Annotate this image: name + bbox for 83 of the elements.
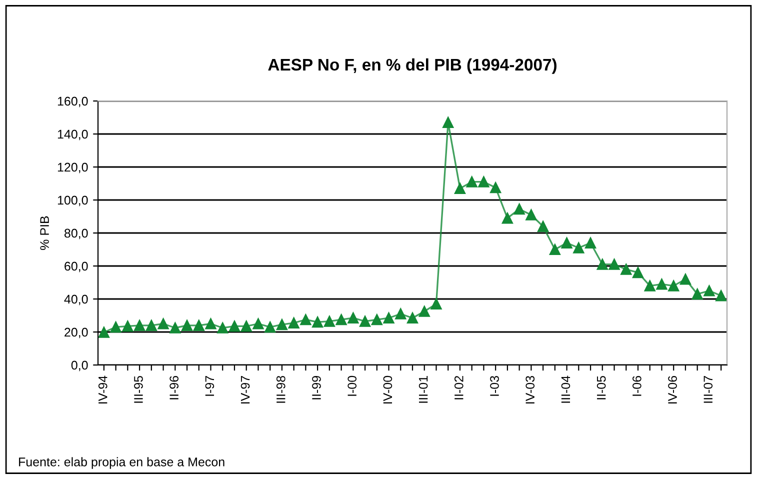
point <box>348 312 359 324</box>
point <box>146 320 157 331</box>
point <box>716 290 727 302</box>
point <box>418 306 430 317</box>
y-tick-label: 60,0 <box>64 262 88 272</box>
point <box>561 237 572 248</box>
point <box>537 220 549 232</box>
point <box>359 316 371 327</box>
chart-title: AESP No F, en % del PIB (1994-2007) <box>268 58 556 74</box>
x-tick-label: I-00 <box>348 376 357 396</box>
point <box>466 176 478 188</box>
point <box>336 314 347 326</box>
point <box>668 280 680 292</box>
y-tick-label: 40,0 <box>64 294 88 306</box>
point <box>478 176 490 188</box>
y-tick-label: 120,0 <box>58 162 88 174</box>
x-tick-label: I-97 <box>205 376 214 396</box>
point <box>514 204 525 215</box>
point <box>526 209 537 220</box>
point <box>205 318 216 330</box>
x-tick-label: I-03 <box>490 376 499 396</box>
point <box>312 316 324 328</box>
point <box>134 320 146 331</box>
x-tick-label: II-02 <box>454 376 464 400</box>
y-tick-label: 100,0 <box>58 196 88 206</box>
point <box>430 298 442 310</box>
x-tick-label: III-01 <box>418 376 428 403</box>
point <box>122 320 134 332</box>
point <box>502 212 513 224</box>
point <box>383 312 394 324</box>
point <box>110 321 122 333</box>
x-tick-label: II-96 <box>170 376 178 400</box>
x-tick-label: II-99 <box>312 376 321 400</box>
x-tick-label: IV-94 <box>98 376 108 404</box>
point <box>240 320 252 332</box>
point <box>442 116 454 128</box>
point <box>276 319 288 330</box>
point <box>288 317 300 328</box>
point <box>549 244 560 256</box>
point <box>264 321 276 333</box>
x-tick-label: III-98 <box>276 376 286 403</box>
point <box>217 322 228 334</box>
x-tick-label: IV-03 <box>526 376 535 404</box>
point <box>252 318 264 330</box>
point <box>300 314 312 326</box>
x-tick-label: III-04 <box>561 376 570 403</box>
x-tick-label: III-95 <box>134 376 143 403</box>
point <box>324 316 335 327</box>
x-tick-label: II-05 <box>596 376 606 400</box>
x-tick-label: IV-00 <box>383 376 392 404</box>
point <box>573 242 584 254</box>
point <box>644 280 656 292</box>
point <box>98 326 110 338</box>
point <box>632 267 644 278</box>
x-tick-label: I-06 <box>632 376 642 396</box>
x-tick-label: IV-06 <box>668 376 677 404</box>
y-tick-label: 0,0 <box>71 360 88 372</box>
x-tick-label: III-07 <box>704 376 713 403</box>
point <box>490 182 502 194</box>
point <box>620 264 632 275</box>
point <box>656 278 668 290</box>
point <box>704 285 715 296</box>
point <box>680 274 692 285</box>
y-tick-label: 140,0 <box>58 130 88 140</box>
point <box>170 322 181 334</box>
point <box>395 308 406 320</box>
point <box>454 182 466 194</box>
y-axis-title: % PIB <box>40 216 49 250</box>
x-tick-label: IV-97 <box>240 376 250 404</box>
y-tick-label: 160,0 <box>58 96 88 108</box>
point <box>371 314 382 326</box>
point <box>193 320 204 331</box>
point <box>228 320 240 332</box>
point <box>584 237 596 248</box>
source-note: Fuente: elab propia en base a Mecon <box>19 457 224 469</box>
point <box>596 258 608 270</box>
y-tick-label: 20,0 <box>64 328 88 338</box>
point <box>608 258 620 270</box>
point <box>158 318 169 330</box>
y-tick-label: 80,0 <box>64 228 88 240</box>
point <box>181 320 193 331</box>
point <box>692 288 703 300</box>
point <box>406 312 418 324</box>
